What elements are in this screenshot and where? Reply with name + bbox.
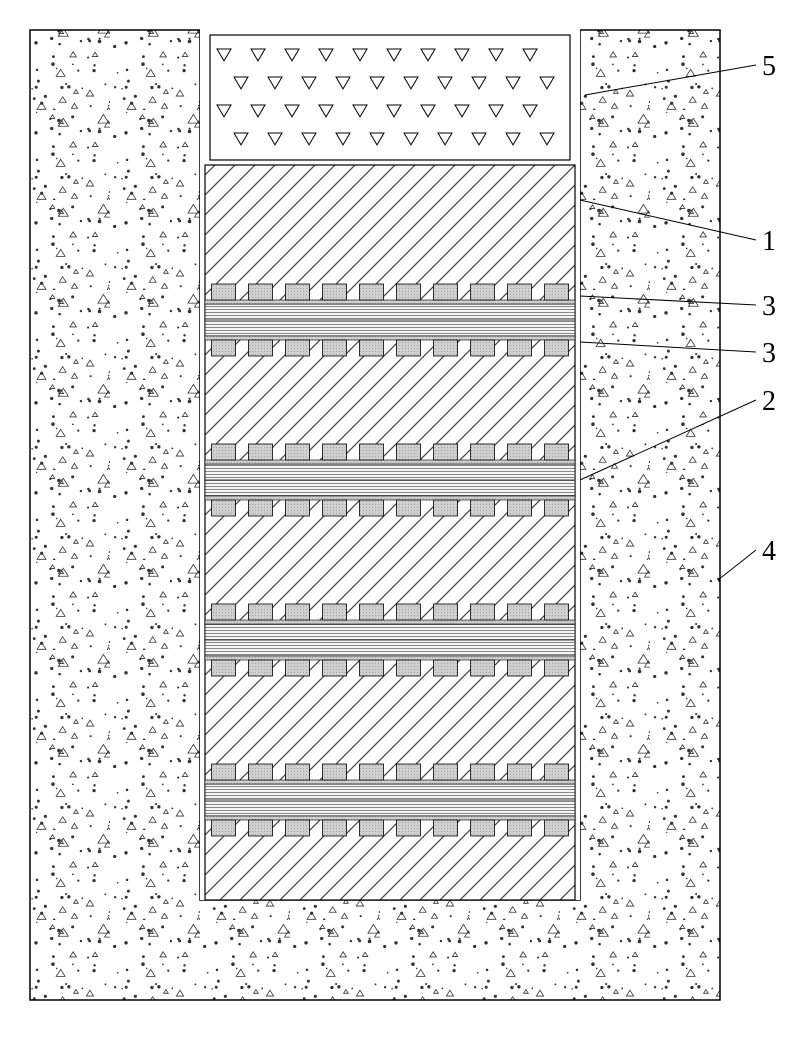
diagram-svg	[20, 20, 811, 1020]
callout-3: 3	[762, 338, 776, 370]
callout-4: 4	[762, 536, 776, 568]
diagram-container: 5 1 3 3 2 4	[20, 20, 811, 1020]
callout-2: 2	[762, 386, 776, 418]
callout-1: 1	[762, 226, 776, 258]
callout-5: 5	[762, 51, 776, 83]
callout-3: 3	[762, 291, 776, 323]
